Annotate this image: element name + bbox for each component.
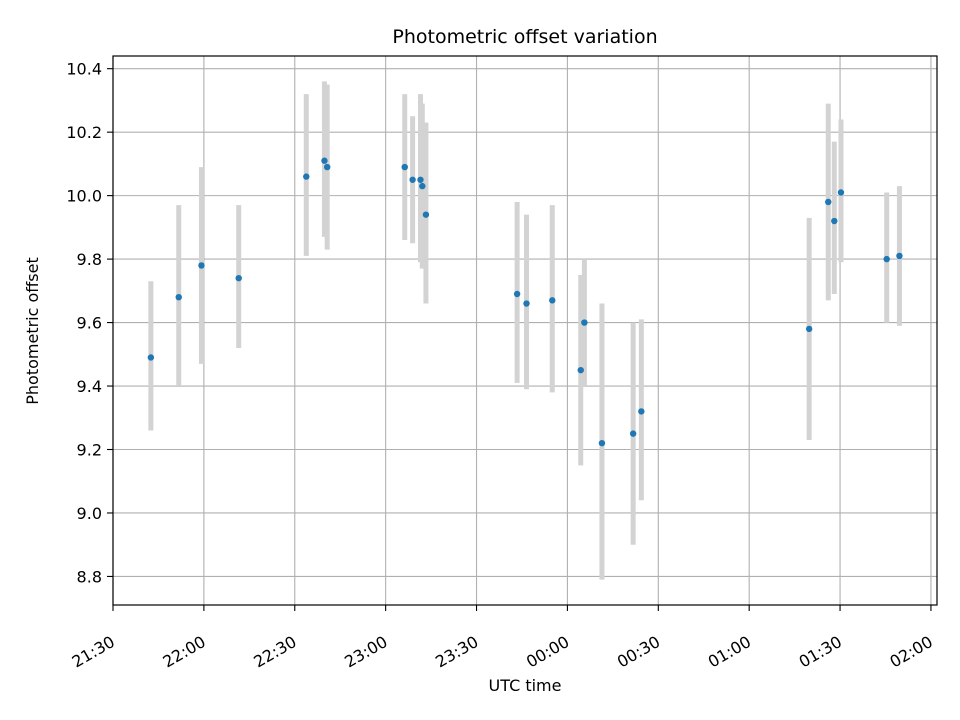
data-points <box>147 157 903 447</box>
y-tick-label-2: 9.2 <box>77 441 102 460</box>
data-point-5 <box>321 157 328 164</box>
y-axis-title: Photometric offset <box>23 257 42 405</box>
chart-title: Photometric offset variation <box>392 26 657 48</box>
data-point-12 <box>513 290 521 298</box>
data-point-23 <box>837 189 845 196</box>
data-point-22 <box>831 217 838 225</box>
data-point-16 <box>581 319 588 326</box>
data-point-7 <box>401 163 408 171</box>
y-tick-label-5: 9.8 <box>77 250 102 269</box>
data-point-11 <box>422 211 430 218</box>
data-point-6 <box>323 163 331 171</box>
data-point-25 <box>896 252 903 260</box>
y-tick-label-8: 10.4 <box>66 60 102 79</box>
plot-frame <box>112 55 938 606</box>
data-point-8 <box>409 176 416 183</box>
data-point-2 <box>198 262 205 269</box>
data-point-1 <box>175 293 182 301</box>
y-axis-ticks: 8.8 9.0 9.2 9.4 9.6 9.8 10.0 10.2 10.4 <box>66 60 113 586</box>
data-point-21 <box>825 198 832 206</box>
data-point-0 <box>147 354 155 361</box>
data-point-20 <box>805 325 813 333</box>
data-point-9 <box>417 176 424 183</box>
y-tick-label-1: 9.0 <box>77 504 102 523</box>
data-point-3 <box>235 274 242 282</box>
data-point-14 <box>549 297 556 304</box>
data-point-18 <box>629 430 637 437</box>
data-point-17 <box>598 439 606 447</box>
data-point-13 <box>523 300 530 307</box>
data-point-4 <box>303 173 310 180</box>
data-point-24 <box>883 255 890 263</box>
y-tick-label-0: 8.8 <box>77 567 102 586</box>
y-tick-label-4: 9.6 <box>77 314 102 333</box>
data-point-19 <box>638 408 645 415</box>
x-axis-title: UTC time <box>489 676 562 695</box>
data-point-15 <box>577 366 584 374</box>
y-tick-label-7: 10.2 <box>66 123 102 142</box>
y-tick-label-6: 10.0 <box>66 187 102 206</box>
y-tick-label-3: 9.4 <box>77 377 102 396</box>
data-point-10 <box>419 182 426 190</box>
